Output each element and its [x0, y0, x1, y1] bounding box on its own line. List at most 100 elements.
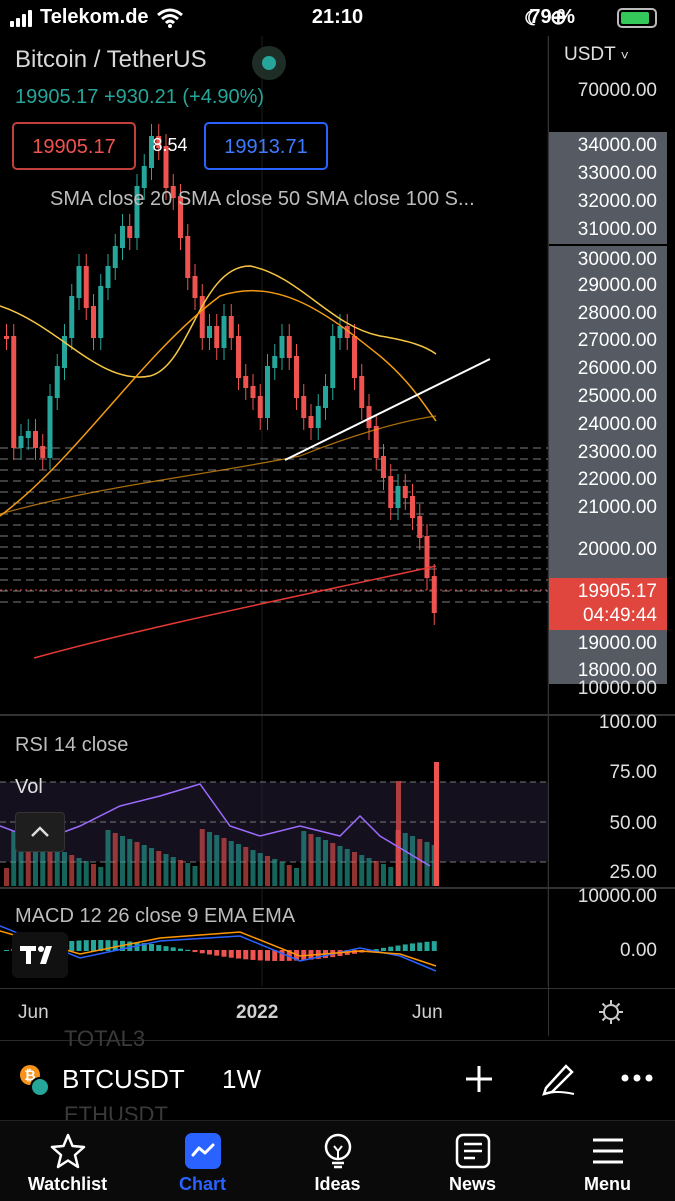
candle — [185, 236, 191, 278]
candle — [431, 576, 437, 613]
tab-bar — [0, 1120, 675, 1201]
currency-label: USDT — [564, 44, 616, 65]
macd-bar — [149, 944, 154, 951]
macd-legend[interactable]: MACD 12 26 close 9 EMA EMA — [15, 905, 296, 927]
volume-bar — [192, 866, 198, 886]
volume-bar — [381, 864, 386, 886]
indicator-legend[interactable]: SMA close 20 SMA close 50 SMA close 100 … — [50, 188, 475, 210]
symbol-selector[interactable]: BTCUSDT — [62, 1064, 185, 1094]
volume-bar — [69, 855, 75, 886]
collapse-legend-button[interactable] — [15, 812, 65, 852]
candle — [352, 336, 357, 378]
timeframe-selector[interactable]: 1W — [222, 1064, 261, 1094]
candle — [395, 486, 401, 508]
volume-bar — [214, 835, 220, 886]
macd-line — [0, 925, 437, 972]
more-options-icon[interactable] — [620, 1072, 654, 1084]
volume-bar — [323, 840, 328, 886]
candle — [424, 536, 430, 578]
candle — [192, 276, 198, 298]
volume-legend[interactable]: Vol — [15, 776, 43, 798]
symbol-title[interactable]: Bitcoin / TetherUS — [15, 46, 207, 73]
candle — [236, 336, 241, 378]
volume-bar — [308, 834, 314, 886]
tab-menu[interactable]: Menu — [540, 1120, 675, 1200]
macd-bar — [424, 941, 430, 951]
tab-watchlist[interactable]: Watchlist — [0, 1120, 135, 1200]
add-icon[interactable] — [464, 1064, 494, 1094]
candle — [250, 386, 256, 398]
volume-bar — [40, 843, 46, 886]
candle — [381, 456, 386, 478]
candle — [76, 266, 82, 298]
candle — [279, 336, 285, 358]
volume-bar — [366, 858, 372, 886]
bar-countdown: 04:49:44 — [583, 605, 657, 626]
macd-bar — [199, 950, 205, 954]
sell-button[interactable]: 19905.17 — [12, 122, 136, 170]
chart-icon — [184, 1133, 221, 1169]
volume-bar — [396, 781, 401, 886]
candle — [257, 396, 263, 418]
tab-label: Ideas — [314, 1174, 361, 1194]
currency-selector[interactable]: USDT ˅ — [564, 44, 629, 66]
tab-news[interactable]: News — [405, 1120, 540, 1200]
news-icon — [455, 1133, 490, 1169]
macd-bar — [112, 940, 118, 951]
wifi-icon — [157, 8, 183, 28]
candle — [286, 336, 292, 358]
drawing-tool-icon[interactable] — [540, 1060, 578, 1096]
macd-bar — [431, 941, 437, 951]
price-chart[interactable] — [0, 36, 548, 1036]
volume-bar — [410, 836, 415, 886]
time-axis-label: Jun — [18, 1002, 49, 1023]
panel-divider[interactable] — [0, 887, 675, 889]
axis-label-33000: 33000.00 — [549, 160, 667, 188]
macd-bar — [91, 940, 96, 951]
candle — [366, 406, 372, 428]
volume-bar — [163, 854, 169, 886]
rsi-legend[interactable]: RSI 14 close — [15, 734, 129, 756]
candle — [25, 431, 31, 438]
candle — [40, 446, 46, 458]
volume-bar — [54, 849, 60, 886]
volume-bar — [236, 844, 241, 886]
volume-bar — [199, 829, 205, 886]
buy-button[interactable]: 19913.71 — [204, 122, 328, 170]
macd-axis-top: 10000.00 — [577, 886, 657, 907]
tab-chart[interactable]: Chart — [135, 1120, 270, 1200]
rsi-axis-50: 50.00 — [609, 813, 657, 834]
candle — [301, 396, 307, 418]
candle — [4, 336, 9, 339]
tradingview-logo — [12, 932, 68, 978]
clock: 21:10 — [311, 6, 364, 28]
axis-bottom-label: 10000.00 — [577, 678, 657, 699]
panel-divider[interactable] — [0, 714, 675, 716]
volume-bar — [83, 861, 89, 886]
candle — [388, 476, 394, 508]
macd-bar — [402, 944, 408, 951]
sma-line — [0, 415, 437, 515]
volume-bar — [105, 830, 111, 886]
axis-label-22000: 22000.00 — [549, 466, 667, 495]
volume-bar — [330, 843, 336, 886]
axis-label-19000: 19000.00 — [549, 630, 667, 658]
volume-bar — [352, 852, 357, 886]
macd-bar — [178, 948, 183, 951]
panel-divider[interactable] — [0, 988, 675, 989]
menu-icon — [592, 1138, 623, 1164]
axis-label-30000: 30000.00 — [549, 244, 667, 272]
candle — [330, 336, 336, 388]
macd-bar — [381, 947, 386, 951]
spread-value: 8.54 — [152, 135, 188, 155]
candle — [228, 316, 234, 338]
lightbulb-icon — [324, 1133, 351, 1169]
tab-ideas[interactable]: Ideas — [270, 1120, 405, 1200]
settings-gear-icon[interactable] — [597, 998, 625, 1026]
symbol-bar — [0, 1040, 675, 1121]
axis-label-31000: 31000.00 — [549, 216, 667, 244]
candle — [199, 296, 205, 338]
volume-bar — [149, 848, 154, 886]
rsi-axis-100: 100.00 — [598, 712, 657, 733]
volume-bar — [279, 862, 285, 886]
